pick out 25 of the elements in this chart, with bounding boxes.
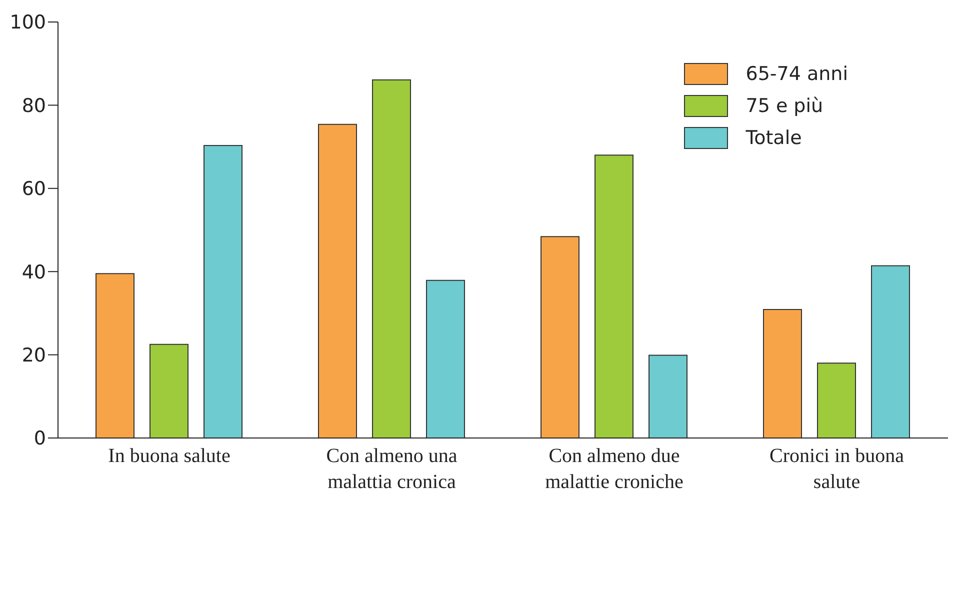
y-tick-label: 40 [22,261,46,284]
x-tick-label: Con almeno due malattie croniche [545,445,684,493]
bar [96,273,134,438]
bar [817,362,856,438]
legend-label: Totale [746,127,802,149]
bar [648,354,688,438]
bar [871,265,910,438]
bar [150,344,188,438]
y-tick-label: 100 [10,12,46,34]
y-tick-label: 20 [22,344,46,367]
y-tick-label: 80 [22,94,46,117]
bar [540,236,580,438]
x-tick-label: Cronici in buona salute [770,445,904,493]
bar [204,145,242,438]
y-tick-label: 0 [34,428,46,450]
legend-label: 65-74 anni [746,63,848,85]
legend-label: 75 e più [746,95,824,117]
bar [372,79,411,438]
x-tick-label: Con almeno una malattia cronica [326,445,458,493]
bar [594,154,634,438]
y-tick-label: 60 [22,178,46,200]
x-tick-label: In buona salute [108,445,230,467]
bar [426,280,465,438]
bar [318,124,357,438]
bar [763,308,802,438]
